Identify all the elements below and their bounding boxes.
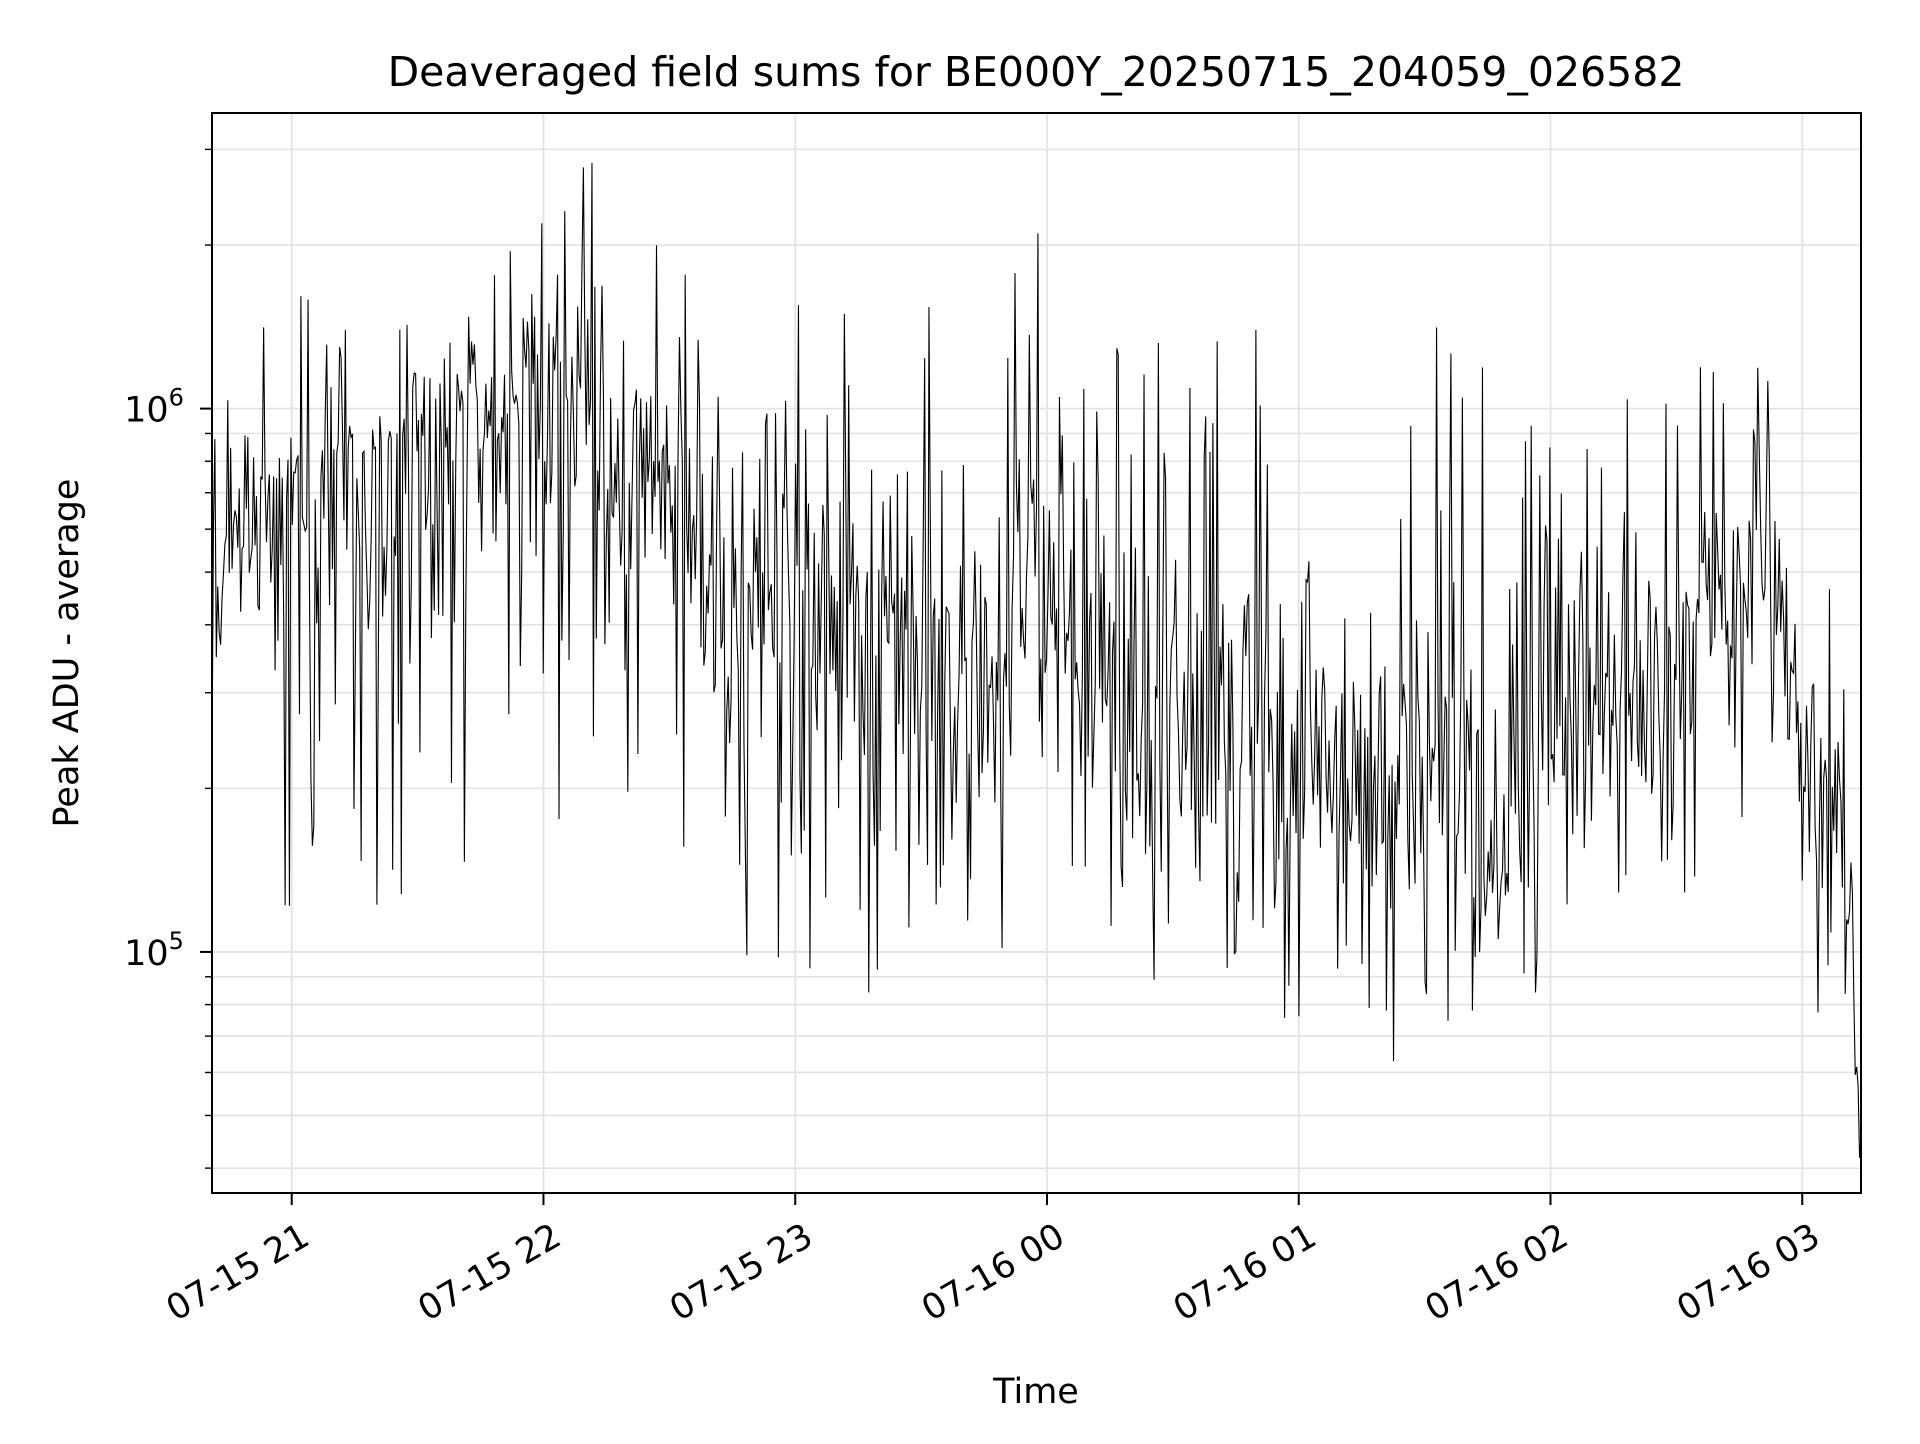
y-axis: 105 106 — [124, 148, 212, 1169]
axes-frame — [211, 112, 1862, 1194]
y-axis-label: Peak ADU - average — [47, 479, 87, 828]
y-tick-label: 106 — [124, 384, 184, 431]
y-tick-label: 105 — [124, 927, 184, 974]
x-axis-label: Time — [992, 1372, 1079, 1412]
series-line — [211, 162, 1862, 1158]
chart-title: Deaveraged field sums for BE000Y_2025071… — [388, 48, 1685, 96]
plot-area — [211, 162, 1862, 1158]
